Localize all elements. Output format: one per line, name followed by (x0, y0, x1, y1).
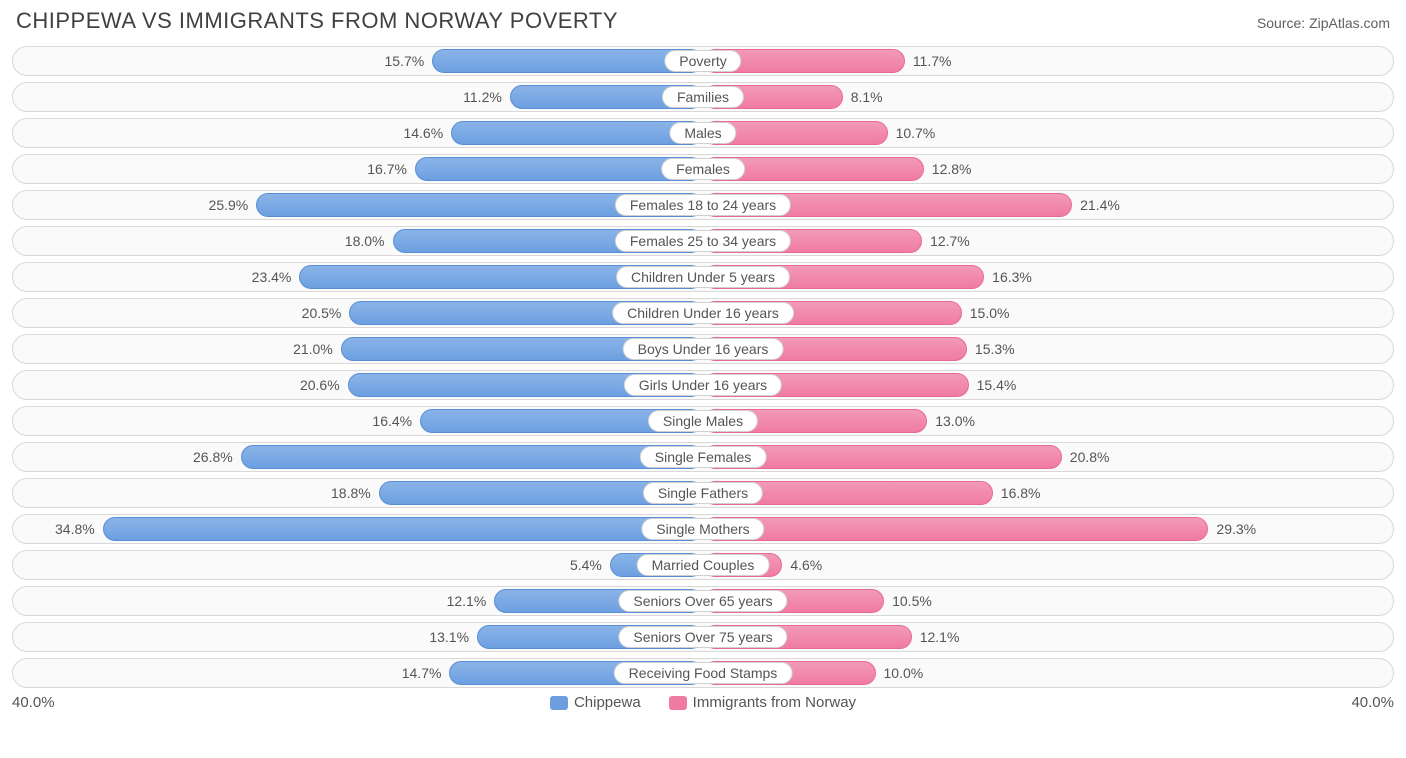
legend-swatch-icon (550, 696, 568, 710)
category-label: Girls Under 16 years (624, 374, 782, 396)
diverging-bar-chart: 15.7%11.7%Poverty11.2%8.1%Families14.6%1… (12, 46, 1394, 688)
value-right: 16.3% (992, 269, 1032, 285)
category-label: Single Fathers (643, 482, 763, 504)
chart-row: 13.1% 12.1% Seniors Over 75 years (12, 622, 1394, 652)
chart-row: 11.2% 8.1% Families (12, 82, 1394, 112)
category-label: Males (669, 122, 736, 144)
category-label: Females (661, 158, 745, 180)
category-label: Married Couples (637, 554, 770, 576)
chart-row: 21.0% 15.3% Boys Under 16 years (12, 334, 1394, 364)
value-left: 26.8% (193, 449, 233, 465)
category-label: Single Females (640, 446, 767, 468)
bar-left (241, 445, 703, 469)
bar-left (415, 157, 703, 181)
axis-max-right: 40.0% (1314, 694, 1394, 711)
category-label: Seniors Over 75 years (618, 626, 787, 648)
value-left: 34.8% (55, 521, 95, 537)
value-right: 12.1% (920, 629, 960, 645)
source-value: ZipAtlas.com (1309, 15, 1390, 31)
category-label: Receiving Food Stamps (614, 662, 793, 684)
chart-row: 20.6% 15.4% Girls Under 16 years (12, 370, 1394, 400)
chart-row: 26.8% 20.8% Single Females (12, 442, 1394, 472)
value-left: 20.5% (302, 305, 342, 321)
legend-label: Chippewa (574, 694, 641, 711)
category-label: Seniors Over 65 years (618, 590, 787, 612)
category-label: Children Under 5 years (616, 266, 790, 288)
value-left: 13.1% (429, 629, 469, 645)
legend-swatch-icon (669, 696, 687, 710)
value-right: 15.0% (970, 305, 1010, 321)
value-left: 25.9% (209, 197, 249, 213)
chart-row: 34.8% 29.3% Single Mothers (12, 514, 1394, 544)
chart-row: 23.4% 16.3% Children Under 5 years (12, 262, 1394, 292)
value-left: 21.0% (293, 341, 333, 357)
value-right: 4.6% (790, 557, 822, 573)
value-right: 11.7% (913, 53, 952, 69)
value-right: 10.7% (896, 125, 936, 141)
category-label: Families (662, 86, 744, 108)
value-right: 10.0% (884, 665, 924, 681)
chart-header: CHIPPEWA VS IMMIGRANTS FROM NORWAY POVER… (12, 8, 1394, 34)
value-right: 12.7% (930, 233, 970, 249)
legend: Chippewa Immigrants from Norway (92, 694, 1314, 711)
chart-row: 16.4% 13.0% Single Males (12, 406, 1394, 436)
chart-row: 18.0% 12.7% Females 25 to 34 years (12, 226, 1394, 256)
value-left: 16.7% (367, 161, 407, 177)
chart-row: 25.9% 21.4% Females 18 to 24 years (12, 190, 1394, 220)
bar-right (703, 517, 1208, 541)
chart-row: 16.7% 12.8% Females (12, 154, 1394, 184)
value-left: 5.4% (570, 557, 602, 573)
category-label: Children Under 16 years (612, 302, 794, 324)
bar-left (103, 517, 703, 541)
category-label: Single Mothers (641, 518, 764, 540)
value-left: 18.8% (331, 485, 371, 501)
bar-left (451, 121, 703, 145)
axis-and-legend-row: 40.0% Chippewa Immigrants from Norway 40… (12, 694, 1394, 711)
chart-row: 15.7% 11.7% Poverty (12, 46, 1394, 76)
value-left: 11.2% (463, 89, 502, 105)
value-left: 18.0% (345, 233, 385, 249)
value-left: 20.6% (300, 377, 340, 393)
axis-max-left: 40.0% (12, 694, 92, 711)
value-right: 12.8% (932, 161, 972, 177)
chart-row: 18.8% 16.8% Single Fathers (12, 478, 1394, 508)
category-label: Females 25 to 34 years (615, 230, 791, 252)
value-right: 29.3% (1216, 521, 1256, 537)
value-right: 13.0% (935, 413, 975, 429)
value-right: 21.4% (1080, 197, 1120, 213)
value-right: 15.3% (975, 341, 1015, 357)
legend-label: Immigrants from Norway (693, 694, 856, 711)
bar-left (432, 49, 703, 73)
category-label: Poverty (664, 50, 741, 72)
value-left: 14.6% (403, 125, 443, 141)
value-left: 15.7% (384, 53, 424, 69)
value-left: 12.1% (447, 593, 487, 609)
category-label: Single Males (648, 410, 758, 432)
chart-row: 14.7% 10.0% Receiving Food Stamps (12, 658, 1394, 688)
chart-row: 5.4% 4.6% Married Couples (12, 550, 1394, 580)
value-right: 16.8% (1001, 485, 1041, 501)
category-label: Boys Under 16 years (623, 338, 784, 360)
chart-row: 12.1% 10.5% Seniors Over 65 years (12, 586, 1394, 616)
value-right: 8.1% (851, 89, 883, 105)
value-right: 10.5% (892, 593, 932, 609)
value-left: 14.7% (402, 665, 442, 681)
chart-title: CHIPPEWA VS IMMIGRANTS FROM NORWAY POVER… (16, 8, 618, 34)
chart-row: 20.5% 15.0% Children Under 16 years (12, 298, 1394, 328)
legend-item-norway: Immigrants from Norway (669, 694, 856, 711)
chart-source: Source: ZipAtlas.com (1257, 15, 1390, 31)
chart-row: 14.6% 10.7% Males (12, 118, 1394, 148)
source-label: Source: (1257, 15, 1305, 31)
value-right: 20.8% (1070, 449, 1110, 465)
value-left: 16.4% (372, 413, 412, 429)
legend-item-chippewa: Chippewa (550, 694, 641, 711)
value-left: 23.4% (252, 269, 292, 285)
value-right: 15.4% (977, 377, 1017, 393)
category-label: Females 18 to 24 years (615, 194, 791, 216)
